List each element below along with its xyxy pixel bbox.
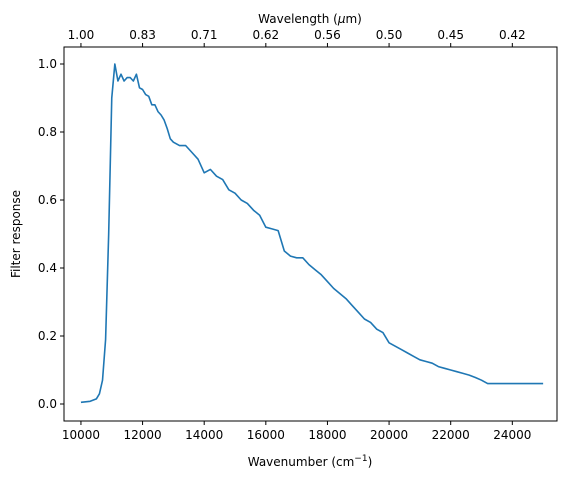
x-axis-title: Wavenumber (cm−1): [248, 454, 373, 469]
y-tick-label: 0.2: [38, 329, 57, 343]
top-tick-label: 0.83: [129, 28, 156, 42]
x-tick-label: 22000: [432, 428, 470, 442]
filter-response-line: [80, 63, 544, 404]
x-tick-label: 24000: [493, 428, 531, 442]
top-tick-label: 1.00: [68, 28, 95, 42]
top-tick-label: 0.45: [437, 28, 464, 42]
ticks-layer: 10000 12000 14000 16000 18000 20000 22000 24000…: [38, 28, 532, 442]
x-tick-label: 14000: [185, 428, 223, 442]
top-tick-label: 0.71: [191, 28, 218, 42]
y-tick-label: 0.4: [38, 261, 57, 275]
y-tick-label: 0.0: [38, 397, 57, 411]
x-tick-label: 10000: [62, 428, 100, 442]
y-axis-title: Filter response: [9, 190, 23, 278]
top-tick-label: 0.62: [252, 28, 279, 42]
y-tick-label: 1.0: [38, 57, 57, 71]
top-tick-label: 0.42: [499, 28, 526, 42]
series-layer: [80, 63, 544, 404]
plot-area-frame: [63, 46, 558, 422]
y-tick-label: 0.8: [38, 125, 57, 139]
x-tick-label: 18000: [308, 428, 346, 442]
top-tick-label: 0.56: [314, 28, 341, 42]
x-tick-label: 12000: [123, 428, 161, 442]
top-tick-label: 0.50: [376, 28, 403, 42]
y-tick-label: 0.6: [38, 193, 57, 207]
x-tick-label: 20000: [370, 428, 408, 442]
top-axis-title: Wavelength (μm): [258, 12, 362, 26]
x-tick-label: 16000: [247, 428, 285, 442]
